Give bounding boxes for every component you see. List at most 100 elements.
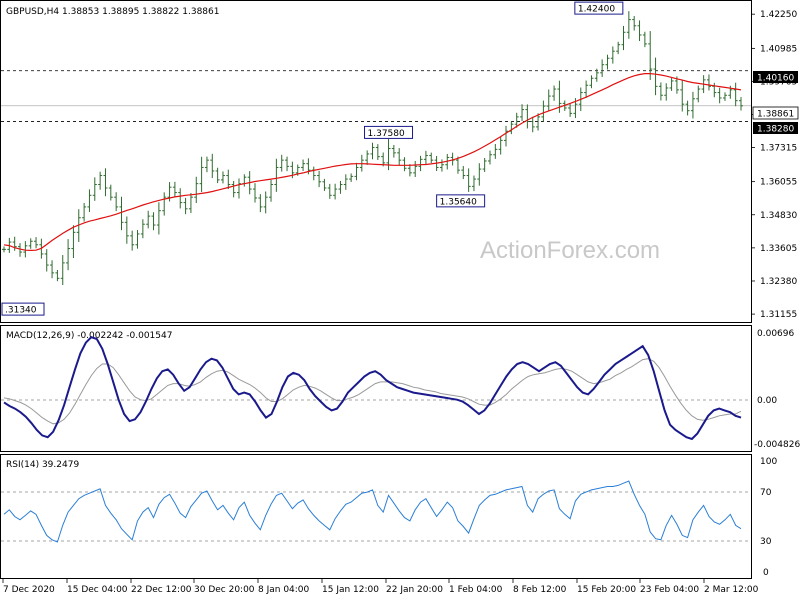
ohlc-bar bbox=[466, 168, 471, 192]
time-tick-label: 8 Jan 04:00 bbox=[258, 585, 310, 595]
ohlc-bar bbox=[124, 216, 129, 244]
macd-tick-zero: 0.00 bbox=[757, 396, 777, 406]
ohlc-bar bbox=[236, 178, 241, 199]
resistance-label: 1.40160 bbox=[753, 71, 798, 84]
ohlc-bar bbox=[648, 31, 653, 80]
ohlc-bar bbox=[594, 68, 599, 82]
ohlc-bar bbox=[258, 194, 263, 213]
ohlc-bar bbox=[546, 89, 551, 112]
price-annotation: 1.42400 bbox=[574, 1, 624, 15]
rsi-tick-0: 0 bbox=[763, 568, 769, 578]
ohlc-bar bbox=[2, 246, 6, 253]
ohlc-bar bbox=[418, 155, 423, 172]
ohlc-bar bbox=[60, 255, 65, 285]
ohlc-bar bbox=[509, 121, 514, 135]
ohlc-bar bbox=[172, 181, 177, 197]
ohlc-bar bbox=[23, 241, 28, 258]
ohlc-bar bbox=[413, 161, 418, 177]
ohlc-bar bbox=[279, 154, 284, 172]
ohlc-bar bbox=[253, 183, 258, 203]
ohlc-bar bbox=[381, 152, 386, 167]
time-tick-label: 2 Mar 12:00 bbox=[704, 585, 759, 595]
rsi-tick-30: 30 bbox=[760, 537, 772, 547]
ohlc-bar bbox=[140, 219, 145, 239]
ohlc-bar bbox=[391, 144, 396, 158]
macd-panel-frame bbox=[0, 325, 752, 452]
ohlc-bar bbox=[498, 136, 503, 155]
ohlc-bar bbox=[717, 87, 722, 104]
ohlc-bar bbox=[471, 175, 476, 192]
ohlc-bar bbox=[514, 112, 519, 128]
rsi-line bbox=[3, 480, 742, 543]
ohlc-bar bbox=[242, 174, 247, 187]
ohlc-bar bbox=[263, 191, 268, 214]
ohlc-bar bbox=[504, 125, 509, 147]
ohlc-bar bbox=[493, 143, 498, 159]
ohlc-bar bbox=[274, 158, 279, 192]
svg-text:1.38280: 1.38280 bbox=[757, 125, 794, 135]
ohlc-bar bbox=[706, 74, 711, 91]
ohlc-bar bbox=[333, 183, 338, 200]
ohlc-bar bbox=[375, 144, 380, 160]
ohlc-bar bbox=[407, 164, 412, 177]
time-axis: 7 Dec 2020 15 Dec 04:00 22 Dec 12:00 30 Dec… bbox=[2, 579, 759, 595]
ohlc-bar bbox=[156, 202, 161, 235]
ohlc-bar bbox=[108, 184, 113, 201]
time-tick-label: 15 Feb 20:00 bbox=[577, 585, 636, 595]
ohlc-bar bbox=[311, 166, 316, 181]
ohlc-bar bbox=[439, 159, 444, 172]
rsi-panel-frame bbox=[0, 454, 752, 579]
price-annotation: .31340 bbox=[1, 302, 45, 316]
ohlc-bar bbox=[98, 171, 103, 190]
ohlc-bar bbox=[530, 116, 535, 133]
ohlc-bar bbox=[327, 183, 332, 199]
ohlc-bar bbox=[199, 156, 204, 192]
price-tick-label: 1.36055 bbox=[760, 178, 797, 188]
ohlc-bar bbox=[114, 192, 119, 212]
ohlc-bar bbox=[34, 237, 39, 249]
ohlc-bar bbox=[482, 158, 487, 172]
ohlc-bar bbox=[370, 142, 375, 160]
svg-text:1.40160: 1.40160 bbox=[757, 74, 794, 84]
ohlc-bar bbox=[568, 103, 573, 117]
ohlc-bar bbox=[12, 236, 17, 251]
ohlc-bar bbox=[269, 179, 274, 202]
ohlc-bar bbox=[343, 174, 348, 190]
ohlc-bar bbox=[621, 25, 626, 51]
ohlc-bar bbox=[365, 150, 370, 165]
ohlc-bar bbox=[55, 269, 60, 282]
price-tick-label: 1.42250 bbox=[760, 10, 797, 20]
ohlc-bar bbox=[477, 163, 482, 186]
support-label: 1.38280 bbox=[753, 122, 798, 135]
ohlc-bar bbox=[135, 230, 140, 249]
ohlc-bar bbox=[204, 156, 209, 173]
macd-line bbox=[3, 336, 742, 441]
ohlc-bar bbox=[536, 113, 541, 131]
ohlc-bar bbox=[301, 159, 306, 171]
rsi-tick-100: 100 bbox=[760, 457, 777, 467]
ohlc-bar bbox=[487, 150, 492, 165]
ohlc-bar bbox=[653, 57, 658, 96]
ohlc-bar bbox=[92, 177, 97, 201]
ohlc-bar bbox=[151, 212, 156, 231]
ohlc-bar bbox=[397, 148, 402, 166]
rsi-tick-70: 70 bbox=[760, 488, 772, 498]
ohlc-bar bbox=[739, 97, 743, 111]
ohlc-bar bbox=[66, 239, 71, 271]
ohlc-bar bbox=[210, 153, 215, 179]
ohlc-bar bbox=[18, 243, 23, 257]
time-tick-label: 22 Jan 20:00 bbox=[386, 585, 443, 595]
time-tick-label: 22 Dec 12:00 bbox=[131, 585, 192, 595]
ohlc-bar bbox=[194, 176, 199, 204]
ohlc-bar bbox=[626, 11, 631, 39]
ohlc-bar bbox=[178, 188, 183, 209]
ohlc-bar bbox=[119, 196, 124, 231]
time-tick-label: 1 Feb 04:00 bbox=[449, 585, 503, 595]
ohlc-bar bbox=[183, 197, 188, 215]
ohlc-bar bbox=[349, 173, 354, 182]
time-tick-label: 23 Feb 04:00 bbox=[640, 585, 699, 595]
price-panel-frame bbox=[0, 0, 752, 323]
svg-text:1.38861: 1.38861 bbox=[757, 110, 794, 120]
rsi-panel-title: RSI(14) 39.2479 bbox=[6, 460, 79, 470]
